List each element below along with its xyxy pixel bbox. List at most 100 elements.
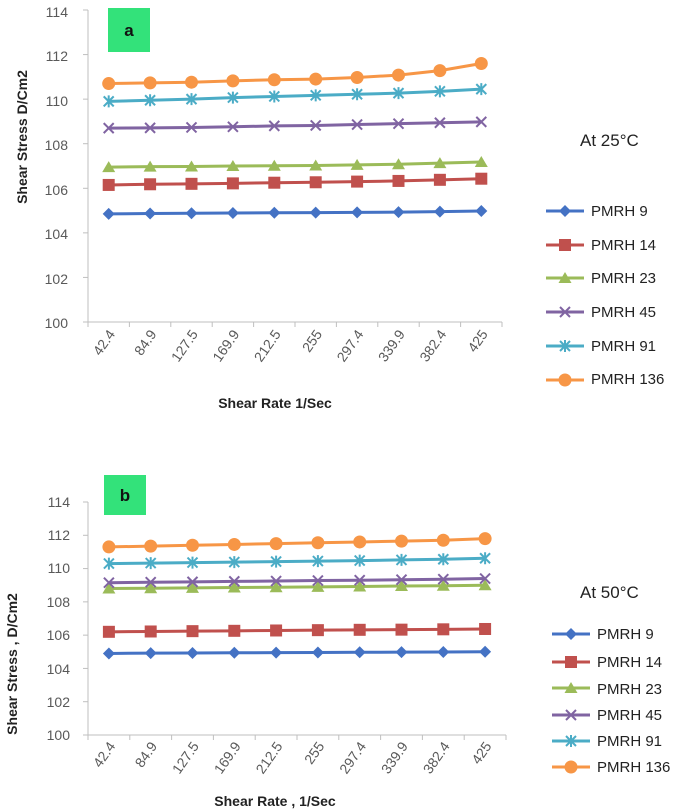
panel-b-point-pmrh-23: [395, 580, 408, 592]
panel-a-point-pmrh-136: [350, 71, 364, 85]
panel-a-point-pmrh-91: [475, 83, 488, 96]
panel-a-point-pmrh-14: [351, 175, 364, 188]
panel-b-point-pmrh-23-shape: [478, 579, 492, 591]
panel-a-point-pmrh-23-shape: [226, 160, 240, 171]
legend-swatch-marker-shape: [565, 709, 577, 721]
panel-b-point-pmrh-9-shape: [270, 646, 283, 659]
panel-a-point-pmrh-91-shape: [102, 95, 115, 108]
panel-b-point-pmrh-91: [395, 553, 408, 566]
legend-label: PMRH 23: [591, 270, 656, 287]
panel-a-condition-label: At 25°C: [580, 131, 639, 150]
panel-b-point-pmrh-45-shape: [353, 574, 366, 586]
panel-a-point-pmrh-45: [227, 121, 239, 133]
panel-a-point-pmrh-9-shape: [351, 206, 364, 219]
panel-b-badge: [104, 475, 146, 515]
panel-a-point-pmrh-45-shape: [185, 121, 198, 134]
panel-a-point-pmrh-91: [227, 91, 239, 104]
panel-b-point-pmrh-45-shape: [437, 573, 450, 585]
panel-b-point-pmrh-23: [311, 580, 325, 592]
panel-b-y-tick: 102: [47, 694, 71, 710]
panel-a-point-pmrh-45-shape: [102, 122, 115, 134]
panel-b-point-pmrh-45: [186, 576, 199, 588]
legend-swatch-marker-shape: [558, 272, 572, 283]
panel-b-point-pmrh-91: [353, 554, 366, 567]
panel-b-point-pmrh-136: [102, 540, 116, 554]
panel-a-point-pmrh-14-shape: [185, 177, 198, 190]
panel-a-series-line-pmrh-45: [108, 120, 482, 130]
panel-b-point-pmrh-14-shape: [144, 625, 157, 638]
panel-a-y-tick: 106: [45, 182, 69, 198]
panel-a-point-pmrh-23: [267, 159, 281, 171]
panel-a-point-pmrh-45: [268, 120, 281, 132]
panel-a-point-pmrh-9-shape: [475, 205, 488, 218]
panel-a-point-pmrh-136: [309, 72, 323, 86]
legend-label: PMRH 14: [597, 654, 662, 671]
panel-b-point-pmrh-91-shape: [270, 555, 282, 568]
panel-b-point-pmrh-91: [103, 557, 115, 570]
panel-b-point-pmrh-136-shape: [102, 540, 116, 554]
legend-swatch-marker: [559, 239, 571, 251]
panel-b-point-pmrh-23-shape: [144, 582, 158, 594]
panel-a-point-pmrh-14: [433, 173, 446, 186]
panel-b-point-pmrh-45-shape: [395, 574, 408, 586]
panel-a-point-pmrh-45: [351, 118, 363, 131]
legend-label: PMRH 136: [597, 759, 670, 776]
panel-a-y-tick: 110: [46, 93, 69, 109]
panel-a-point-pmrh-136: [474, 56, 488, 70]
legend-swatch-marker-shape: [565, 735, 577, 747]
panel-a-point-pmrh-9: [475, 205, 488, 218]
panel-a-point-pmrh-9: [351, 206, 364, 219]
panel-b-point-pmrh-45-shape: [103, 577, 115, 589]
panel-b-point-pmrh-23-shape: [186, 581, 199, 593]
panel-a-point-pmrh-9: [392, 206, 405, 219]
legend-swatch-marker: [558, 272, 572, 283]
panel-b-point-pmrh-91-shape: [144, 557, 157, 570]
panel-b-point-pmrh-91-shape: [437, 553, 450, 566]
panel-a-y-tick: 108: [45, 137, 69, 153]
legend-swatch-marker-shape: [564, 682, 578, 693]
legend-label: PMRH 136: [591, 371, 664, 388]
panel-a-point-pmrh-45-shape: [309, 119, 322, 132]
panel-a-point-pmrh-23: [143, 160, 157, 172]
panel-a-point-pmrh-136: [143, 76, 157, 90]
panel-b-point-pmrh-23-shape: [353, 580, 367, 592]
panel-b-point-pmrh-45: [103, 577, 115, 589]
panel-a-point-pmrh-14-shape: [226, 177, 239, 190]
panel-b-point-pmrh-91-shape: [312, 555, 324, 568]
panel-a-point-pmrh-45-shape: [475, 116, 488, 128]
panel-b-point-pmrh-23-shape: [102, 582, 116, 594]
panel-a-point-pmrh-45-shape: [227, 121, 239, 133]
panel-b-point-pmrh-23: [269, 581, 283, 593]
legend-item: PMRH 45: [546, 304, 656, 321]
panel-b-point-pmrh-91: [186, 556, 199, 569]
panel-b-series-line-pmrh-91: [108, 556, 486, 566]
panel-a-point-pmrh-9-shape: [226, 207, 239, 220]
panel-a-point-pmrh-23-shape: [433, 157, 447, 169]
panel-a-point-pmrh-23: [309, 159, 323, 171]
legend-swatch-marker: [565, 656, 577, 668]
panel-b-point-pmrh-91-shape: [395, 553, 408, 566]
legend-item: PMRH 45: [552, 707, 662, 724]
panel-b-point-pmrh-14: [311, 624, 324, 637]
panel-a-point-pmrh-9: [226, 207, 239, 220]
panel-a-series-line-pmrh-23: [108, 160, 482, 169]
panel-a-point-pmrh-9: [102, 207, 115, 220]
panel-a-point-pmrh-14-shape: [392, 174, 405, 187]
panel-a-point-pmrh-136: [226, 74, 240, 88]
panel-b-y-axis-title: Shear Stress , D/Cm2: [4, 593, 20, 735]
panel-b-point-pmrh-14-shape: [395, 623, 408, 636]
legend-item: PMRH 91: [552, 733, 662, 750]
panel-b-point-pmrh-14: [353, 623, 366, 636]
panel-b-point-pmrh-14: [228, 624, 241, 637]
panel-b-point-pmrh-14-shape: [186, 625, 199, 638]
panel-b-point-pmrh-14-shape: [270, 624, 283, 637]
panel-b-point-pmrh-9: [270, 646, 283, 659]
panel-a-point-pmrh-9: [185, 207, 198, 220]
panel-b-point-pmrh-14-shape: [102, 625, 115, 638]
panel-a-point-pmrh-23-shape: [102, 161, 116, 173]
panel-a-point-pmrh-14-shape: [268, 176, 281, 189]
panel-a-point-pmrh-23: [474, 155, 488, 167]
panel-b-x-axis-title: Shear Rate , 1/Sec: [214, 793, 336, 809]
panel-a-y-tick: 114: [46, 4, 69, 20]
panel-a-point-pmrh-45-shape: [144, 122, 156, 134]
